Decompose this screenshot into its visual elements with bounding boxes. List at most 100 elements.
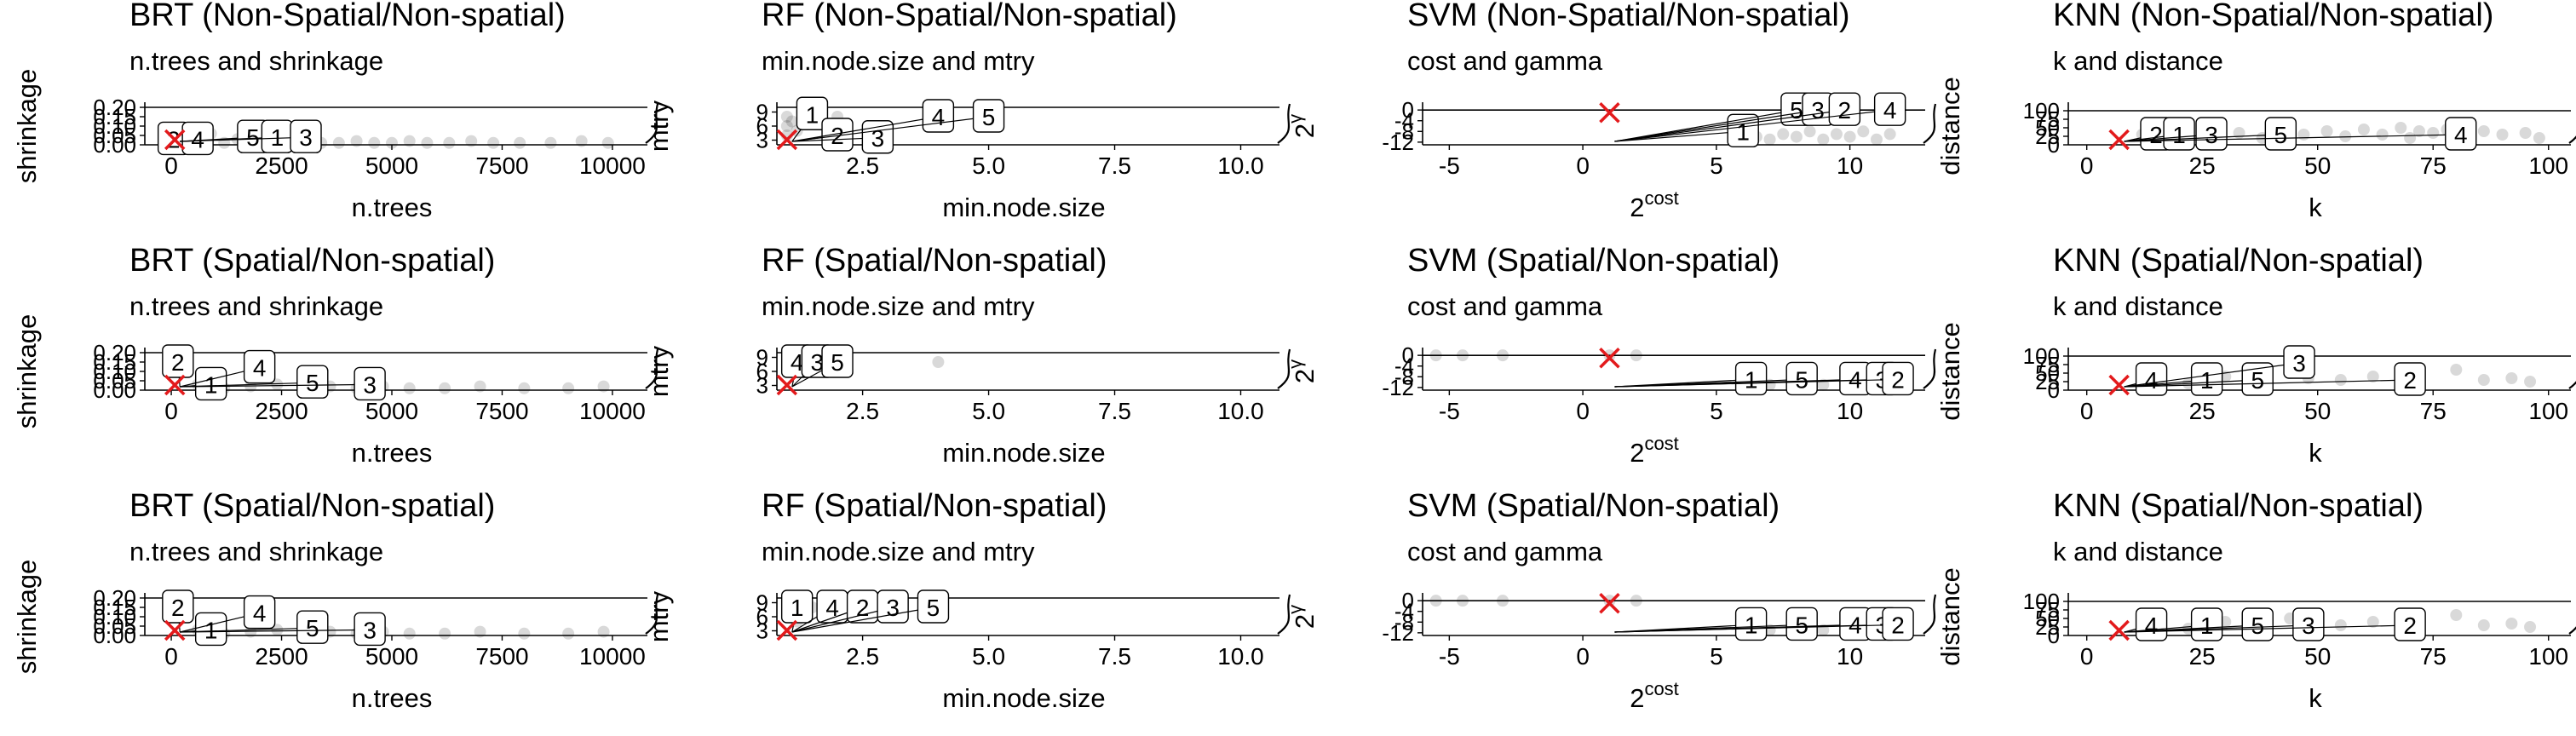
- rank-label-box: [1734, 361, 1768, 396]
- panel-8: KNN (Spatial/Non-spatial) k and distance 0…: [1935, 243, 2576, 468]
- rank-label: 3: [363, 371, 377, 398]
- y-axis-label-sup: γ: [1285, 359, 1306, 369]
- y-axis-label: mtry: [644, 590, 674, 642]
- rank-label-box: [296, 365, 329, 399]
- density-curve: [645, 348, 659, 389]
- best-config-marker: [164, 619, 186, 641]
- rank-label: 4: [191, 126, 204, 152]
- density-curve: [2568, 381, 2576, 389]
- panel-subtitle: min.node.size and mtry: [762, 291, 1035, 321]
- scatter-point: [2450, 609, 2463, 621]
- y-tick-label: 0.05: [93, 123, 136, 148]
- rank-label-box: [2445, 117, 2477, 151]
- rank-label: 4: [932, 104, 946, 130]
- rank-label-box: [821, 118, 854, 152]
- rank-label: 4: [2145, 612, 2159, 639]
- rank-label-box: [194, 366, 227, 401]
- y-tick-label: 50: [2035, 360, 2060, 386]
- y-tick-label: 25: [2035, 614, 2060, 640]
- y-tick-label: 0.15: [93, 349, 136, 375]
- panel-subtitle: cost and gamma: [1407, 46, 1603, 76]
- rank-label: 2: [856, 595, 870, 621]
- best-config-marker: [1599, 348, 1620, 369]
- scatter-point: [403, 382, 416, 394]
- y-tick-label: 3: [756, 373, 768, 399]
- label-leader-line: [791, 607, 934, 633]
- scatter-point: [514, 136, 526, 149]
- y-tick-label: 0.15: [93, 104, 136, 129]
- rank-label: 2: [2403, 367, 2417, 394]
- rank-label-box: [2264, 117, 2297, 151]
- label-leader-line: [1614, 109, 1819, 142]
- rank-label-box: [917, 589, 950, 624]
- y-tick-label: 0.00: [93, 623, 136, 648]
- y-tick-label: 0: [2048, 377, 2060, 403]
- scatter-point: [474, 380, 486, 393]
- scatter-point: [1777, 128, 1790, 141]
- scatter-point: [2524, 376, 2537, 388]
- y-tick-label: -4: [1394, 108, 1414, 134]
- y-tick-label: 0: [2048, 132, 2060, 158]
- label-leader-line: [2124, 379, 2258, 388]
- rank-label: 3: [299, 124, 313, 151]
- best-config-marker: [2108, 374, 2130, 396]
- density-curve: [1277, 348, 1291, 389]
- scatter-point: [1870, 133, 1883, 146]
- x-tick-label: 10000: [579, 643, 646, 670]
- rank-label-box: [194, 612, 227, 647]
- scatter-point: [1857, 125, 1870, 138]
- rank-label-box: [290, 119, 322, 153]
- scatter-point: [575, 135, 588, 147]
- panel-9: BRT (Spatial/Non-spatial) n.trees and shr…: [12, 488, 659, 713]
- y-axis-label-sup: γ: [1285, 605, 1306, 614]
- rank-label-box: [2135, 362, 2168, 396]
- rank-label-box: [354, 612, 386, 647]
- y-tick-label: 0.15: [93, 595, 136, 620]
- scatter-point: [2496, 129, 2509, 141]
- scatter-point: [2505, 618, 2518, 630]
- best-config-marker: [2108, 619, 2130, 641]
- scatter-point: [544, 136, 557, 149]
- rank-label: 1: [2200, 367, 2214, 394]
- rank-label-box: [1785, 607, 1818, 641]
- rank-label: 5: [306, 615, 319, 641]
- rank-label-box: [2135, 607, 2168, 641]
- x-axis-label: 2cost: [1630, 433, 1679, 468]
- x-tick-label: 50: [2304, 398, 2331, 424]
- label-leader-line: [1614, 624, 1899, 633]
- best-config-marker: [2108, 129, 2130, 151]
- rank-label: 2: [171, 349, 185, 376]
- rank-label: 1: [2172, 122, 2186, 148]
- x-axis-label: k: [2309, 683, 2322, 713]
- x-tick-label: 75: [2420, 643, 2447, 670]
- label-leader-line: [1614, 109, 1797, 142]
- x-tick-label: 7500: [475, 398, 528, 424]
- scatter-point: [1429, 349, 1442, 362]
- x-axis-label: n.trees: [352, 438, 433, 468]
- scatter-point: [562, 627, 575, 640]
- rank-label: 1: [791, 595, 804, 621]
- y-axis-label: 2γ: [1285, 605, 1320, 629]
- x-tick-label: 25: [2189, 152, 2216, 179]
- scatter-point: [1630, 349, 1642, 362]
- scatter-point: [1803, 125, 1816, 138]
- y-tick-label: 75: [2035, 352, 2060, 377]
- rank-label: 2: [2149, 122, 2163, 148]
- label-leader-line: [180, 629, 371, 633]
- x-tick-label: -5: [1439, 398, 1460, 424]
- x-tick-label: 0: [2080, 398, 2094, 424]
- rank-label: 1: [2200, 612, 2214, 639]
- density-curve: [645, 103, 659, 144]
- y-tick-label: 75: [2035, 106, 2060, 132]
- y-tick-label: 50: [2035, 606, 2060, 631]
- label-leader-line: [2124, 362, 2300, 388]
- y-tick-label: 0.10: [93, 604, 136, 630]
- rank-label-box: [972, 99, 1005, 133]
- scatter-point: [1883, 128, 1896, 141]
- y-tick-label: 0.05: [93, 368, 136, 394]
- rank-label-box: [243, 349, 276, 384]
- scatter-point: [1603, 349, 1616, 362]
- best-config-marker: [776, 374, 798, 396]
- rank-label-box: [2241, 607, 2274, 641]
